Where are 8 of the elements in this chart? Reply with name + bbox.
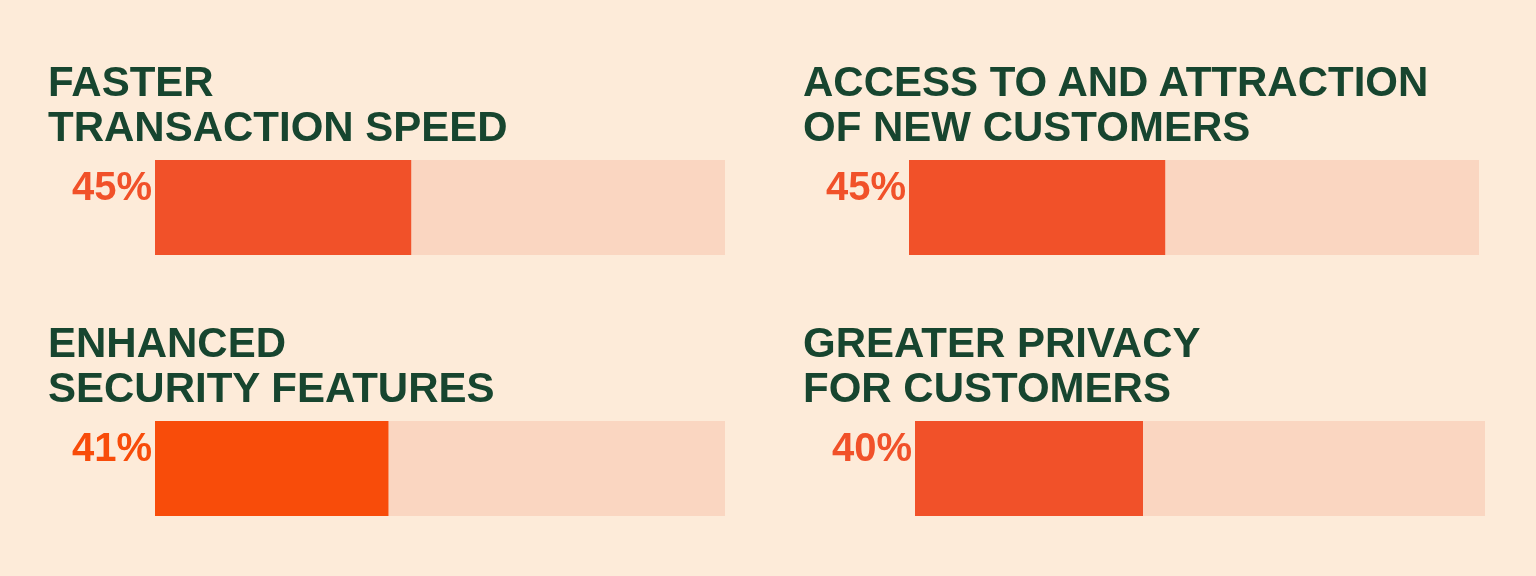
data-label: 45% bbox=[71, 164, 152, 208]
data-label: 45% bbox=[825, 164, 906, 208]
data-label: 40% bbox=[831, 425, 912, 469]
chart-title: GREATER PRIVACY FOR CUSTOMERS bbox=[803, 319, 1201, 411]
chart-title: FASTER TRANSACTION SPEED bbox=[48, 58, 508, 150]
chart-title: ACCESS TO AND ATTRACTION OF NEW CUSTOMERS bbox=[803, 58, 1429, 150]
data-label: 41% bbox=[71, 425, 152, 469]
chart-title: ENHANCED SECURITY FEATURES bbox=[48, 319, 495, 411]
